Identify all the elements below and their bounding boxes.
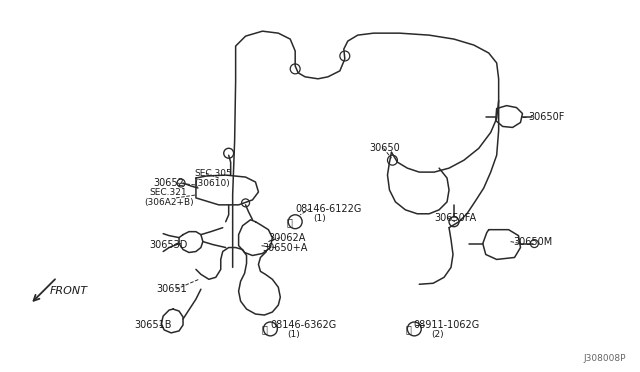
Circle shape — [177, 179, 185, 187]
Text: 08146-6362G: 08146-6362G — [270, 320, 337, 330]
Text: 30651B: 30651B — [134, 320, 172, 330]
Circle shape — [241, 199, 250, 207]
Text: 30650+A: 30650+A — [262, 243, 308, 253]
Text: Ⓑ: Ⓑ — [286, 217, 292, 227]
Circle shape — [288, 215, 302, 229]
Circle shape — [387, 155, 397, 165]
Text: SEC.305: SEC.305 — [194, 169, 232, 177]
Text: 30650FA: 30650FA — [434, 213, 476, 223]
Text: 30650F: 30650F — [529, 112, 565, 122]
Text: (1): (1) — [313, 214, 326, 223]
Text: 30650: 30650 — [370, 143, 401, 153]
Text: 30062A: 30062A — [268, 232, 306, 243]
Circle shape — [290, 64, 300, 74]
Text: 08146-6122G: 08146-6122G — [295, 204, 362, 214]
Text: 30651: 30651 — [156, 284, 187, 294]
Text: Ⓝ: Ⓝ — [405, 324, 412, 334]
Text: (30610): (30610) — [194, 179, 230, 187]
Circle shape — [224, 148, 234, 158]
Text: SEC.321: SEC.321 — [149, 189, 187, 198]
Text: 30653D: 30653D — [149, 240, 188, 250]
Text: Ⓑ: Ⓑ — [262, 324, 268, 334]
Text: 30650M: 30650M — [513, 237, 553, 247]
Text: (2): (2) — [431, 330, 444, 339]
Circle shape — [340, 51, 350, 61]
Text: FRONT: FRONT — [50, 286, 88, 296]
Text: (306A2+B): (306A2+B) — [145, 198, 194, 207]
Circle shape — [531, 240, 538, 247]
Circle shape — [449, 217, 459, 227]
Text: (1): (1) — [287, 330, 300, 339]
Circle shape — [407, 322, 421, 336]
Circle shape — [264, 322, 277, 336]
Text: 08911-1062G: 08911-1062G — [413, 320, 479, 330]
Text: 30652: 30652 — [153, 178, 184, 188]
Text: J308008P: J308008P — [583, 354, 626, 363]
